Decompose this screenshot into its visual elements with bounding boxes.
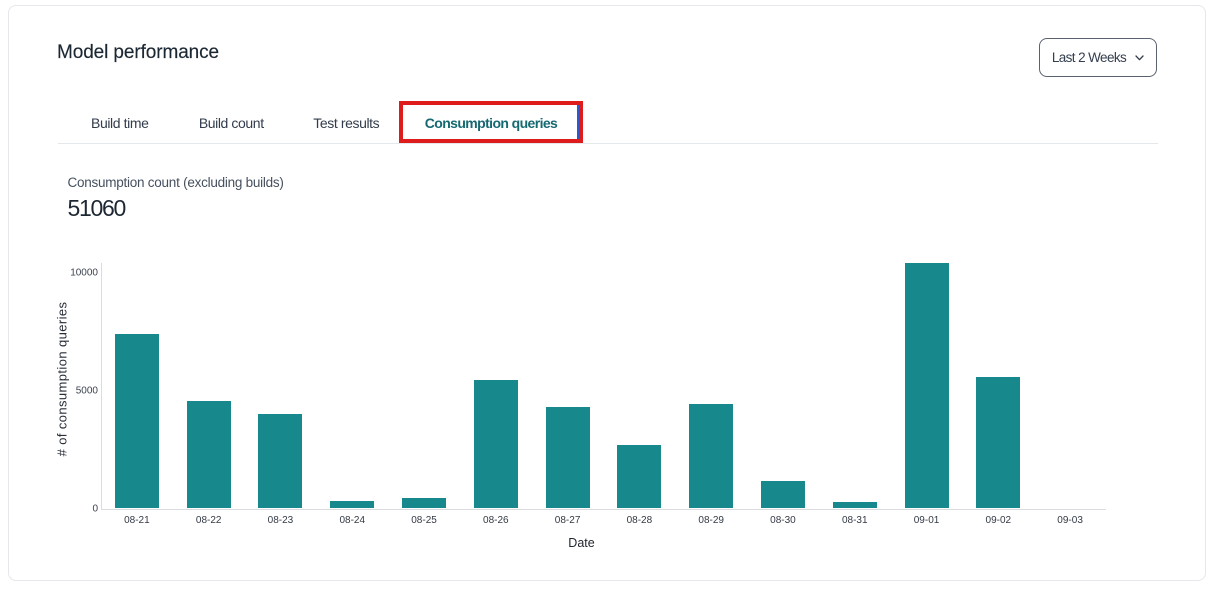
bar-08-25 bbox=[402, 498, 447, 509]
bar-08-26 bbox=[473, 380, 518, 509]
x-axis-title: Date bbox=[568, 536, 595, 550]
x-tick-label: 08-30 bbox=[770, 514, 796, 526]
y-tick-label: 5000 bbox=[75, 385, 98, 397]
x-tick-label: 09-01 bbox=[913, 514, 940, 526]
bar-08-30 bbox=[760, 481, 805, 509]
tab-test-results[interactable]: Test results bbox=[289, 106, 404, 140]
x-tick-label: 08-31 bbox=[841, 514, 868, 526]
bar-08-23 bbox=[258, 413, 303, 509]
date-range-dropdown[interactable]: Last 2 Weeks bbox=[1039, 38, 1157, 77]
bar-08-24 bbox=[330, 501, 375, 509]
x-tick-label: 09-03 bbox=[1057, 514, 1083, 526]
bar-08-29 bbox=[689, 403, 734, 509]
x-tick-label: 08-24 bbox=[339, 514, 366, 526]
tab-build-count[interactable]: Build count bbox=[174, 106, 290, 140]
bar-08-31 bbox=[832, 502, 877, 509]
tab-bar: Build time Build count Test results Cons… bbox=[58, 100, 1158, 144]
x-tick-label: 08-22 bbox=[195, 514, 222, 526]
tab-consumption-queries[interactable]: Consumption queries bbox=[404, 106, 579, 140]
chevron-down-icon bbox=[1135, 54, 1144, 60]
x-tick-label: 08-25 bbox=[411, 514, 437, 526]
x-tick-label: 09-02 bbox=[985, 514, 1012, 526]
model-performance-card: Model performance Last 2 Weeks Build tim… bbox=[8, 5, 1206, 581]
bar-08-21 bbox=[114, 333, 159, 509]
y-tick-label: 10000 bbox=[70, 267, 98, 279]
x-tick-label: 08-28 bbox=[626, 514, 653, 526]
bar-09-02 bbox=[976, 376, 1021, 509]
date-range-value: Last 2 Weeks bbox=[1051, 50, 1127, 65]
y-tick-label: 0 bbox=[92, 503, 98, 514]
x-tick-label: 08-21 bbox=[124, 514, 150, 526]
metric-label: Consumption count (excluding builds) bbox=[67, 174, 284, 190]
metric-value: 51060 bbox=[67, 195, 127, 221]
tab-build-time[interactable]: Build time bbox=[66, 106, 174, 140]
x-tick-label: 08-23 bbox=[267, 514, 294, 526]
bar-08-22 bbox=[186, 400, 231, 509]
page-title: Model performance bbox=[57, 42, 219, 63]
y-axis-title: # of consumption queries bbox=[54, 301, 69, 456]
y-axis-line bbox=[101, 263, 102, 509]
bar-09-01 bbox=[904, 263, 949, 509]
bar-08-27 bbox=[545, 406, 590, 509]
x-axis-line bbox=[101, 508, 1106, 510]
x-tick-label: 08-29 bbox=[698, 514, 724, 526]
bar-08-28 bbox=[617, 445, 662, 509]
x-tick-label: 08-27 bbox=[554, 514, 581, 526]
x-tick-label: 08-26 bbox=[483, 514, 509, 526]
consumption-queries-bar-chart: 0 5000 10000 08-21 08-22 08-23 08-24 08-25 08-26… bbox=[9, 6, 1205, 580]
